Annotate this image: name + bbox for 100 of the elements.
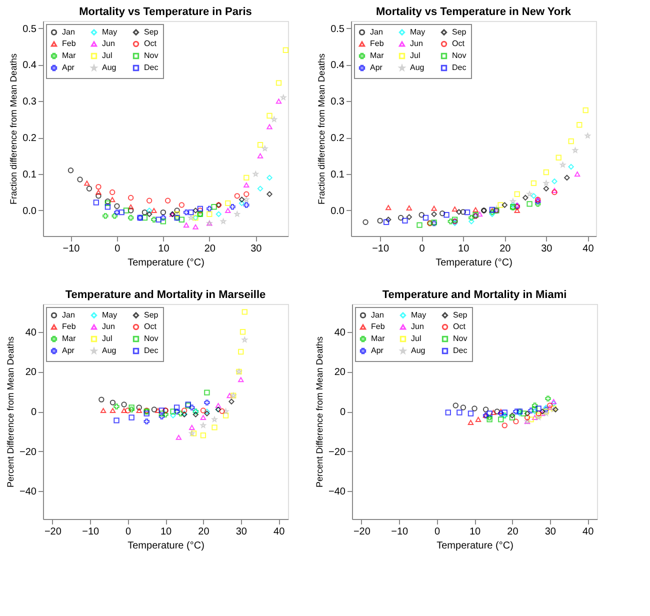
x-axis-title: Temperature (°C) xyxy=(436,540,514,552)
point xyxy=(128,194,134,201)
legend-label: Jun xyxy=(102,322,115,331)
point xyxy=(142,214,148,221)
point xyxy=(252,171,258,176)
point xyxy=(100,408,106,414)
point xyxy=(431,211,437,217)
point xyxy=(204,400,210,406)
point xyxy=(200,408,206,414)
legend-label: Sep xyxy=(452,27,467,36)
legend-label: Jul xyxy=(102,334,112,343)
point xyxy=(532,414,538,420)
point xyxy=(456,410,462,416)
legend-label: Jul xyxy=(411,334,422,343)
point xyxy=(582,107,588,114)
point xyxy=(114,209,120,216)
point xyxy=(178,410,184,416)
legend-label: Nov xyxy=(452,51,466,60)
point xyxy=(509,414,516,420)
y-tick-label: 0.3 xyxy=(330,96,345,108)
legend-label: May xyxy=(102,310,118,320)
x-tick-label: 20 xyxy=(204,244,216,254)
point xyxy=(468,410,474,416)
x-axis-title: Temperature (°C) xyxy=(436,258,512,268)
x-tick-label: 40 xyxy=(274,526,286,538)
point xyxy=(498,202,504,208)
y-tick-label: 0.0 xyxy=(330,206,345,217)
point xyxy=(124,408,131,414)
point xyxy=(114,418,120,424)
point xyxy=(93,200,100,206)
point xyxy=(183,222,190,228)
point xyxy=(158,414,165,420)
x-tick-label: 30 xyxy=(541,244,553,254)
point xyxy=(383,219,390,225)
point xyxy=(514,208,520,214)
point xyxy=(110,400,116,406)
point xyxy=(112,213,118,219)
x-tick-label: 0 xyxy=(126,526,132,538)
point xyxy=(362,219,368,225)
x-tick-label: 10 xyxy=(160,526,172,538)
point xyxy=(468,218,474,224)
point xyxy=(109,189,116,196)
point xyxy=(526,201,532,207)
y-tick-label: −20 xyxy=(20,446,37,458)
point xyxy=(545,396,551,402)
x-tick-label: −10 xyxy=(62,244,80,254)
point xyxy=(490,410,496,416)
legend-label: Feb xyxy=(370,39,384,48)
point xyxy=(146,208,152,214)
point xyxy=(422,214,429,221)
point xyxy=(552,188,558,193)
legend-label: Mar xyxy=(62,334,76,343)
x-tick-label: 0 xyxy=(434,526,441,538)
point xyxy=(532,402,538,408)
x-tick-label: 10 xyxy=(469,526,481,538)
x-tick-label: 10 xyxy=(158,244,170,254)
point xyxy=(494,408,500,414)
legend-label: Feb xyxy=(62,322,76,331)
legend-label: May xyxy=(102,27,118,36)
legend-label: May xyxy=(411,310,426,320)
point xyxy=(472,207,478,212)
legend-label: Aug xyxy=(102,346,116,355)
point xyxy=(190,430,197,436)
legend-label: Sep xyxy=(144,27,159,36)
point xyxy=(178,202,185,208)
point xyxy=(104,204,111,210)
x-tick-label: 10 xyxy=(458,244,470,254)
y-tick-label: 0.1 xyxy=(22,170,37,181)
point xyxy=(222,412,229,418)
legend-label: Jun xyxy=(410,39,423,48)
point xyxy=(162,412,168,418)
legend-label: Apr xyxy=(62,346,75,355)
point xyxy=(128,204,134,210)
legend-label: Apr xyxy=(371,346,384,355)
point xyxy=(238,200,245,206)
legend-label: Jan xyxy=(62,310,75,320)
legend-label: Apr xyxy=(62,63,75,72)
point xyxy=(406,214,412,220)
point xyxy=(564,174,570,181)
point xyxy=(482,406,489,412)
point xyxy=(528,408,534,414)
point xyxy=(535,201,541,207)
point xyxy=(475,416,482,422)
point xyxy=(524,410,530,416)
point xyxy=(226,393,232,398)
point xyxy=(266,124,272,130)
legend-label: Jun xyxy=(411,322,424,331)
point xyxy=(96,190,102,195)
x-tick-label: 30 xyxy=(250,244,262,254)
point xyxy=(242,309,248,315)
point xyxy=(556,154,562,160)
point xyxy=(552,189,558,196)
point xyxy=(164,198,171,204)
point xyxy=(452,206,458,212)
point xyxy=(530,180,537,186)
point xyxy=(204,390,210,396)
point xyxy=(174,404,180,410)
point xyxy=(68,168,74,174)
point xyxy=(240,329,246,335)
point xyxy=(528,416,534,422)
